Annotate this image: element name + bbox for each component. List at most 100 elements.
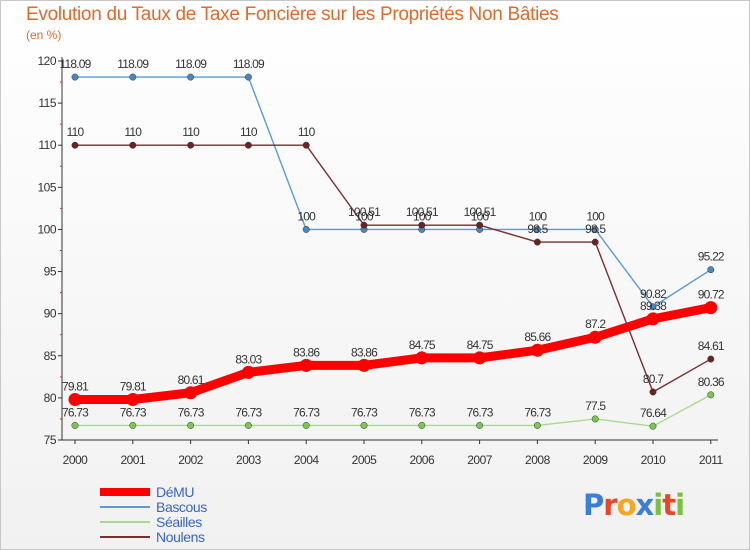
data-point [533,225,541,233]
data-point [302,141,310,149]
data-point [244,73,252,81]
legend-swatch [100,487,150,496]
data-point [646,312,660,326]
data-label: 80.36 [698,375,725,389]
data-point [244,421,252,429]
data-point [302,225,310,233]
data-label: 76.73 [293,405,320,419]
data-label: 100 [413,209,432,223]
x-tick-label: 2008 [525,453,551,467]
y-tick-label: 80 [44,391,57,405]
data-label: 118.09 [233,57,265,71]
series-line-DéMU [70,303,716,404]
data-point [187,421,195,429]
data-point [588,330,602,344]
data-point [649,388,657,396]
data-label: 76.73 [235,405,262,419]
data-label: 87.2 [585,317,606,331]
data-point [184,386,198,400]
legend-swatch [100,505,150,508]
data-point [71,73,79,81]
data-label: 110 [67,125,85,139]
data-point [533,421,541,429]
data-label: 100 [586,209,605,223]
y-tick-label: 95 [44,265,57,279]
legend-item: Noulens [100,529,207,545]
y-tick-label: 110 [38,138,56,152]
data-point [591,225,599,233]
y-tick-label: 115 [38,96,56,110]
chart-title: Evolution du Taux de Taxe Foncière sur l… [26,4,559,25]
data-label: 100.51 [464,205,497,219]
data-point [476,221,484,229]
data-point [530,343,544,357]
x-tick-label: 2000 [63,453,89,467]
data-label: 90.72 [698,288,725,302]
data-point [357,358,371,372]
x-tick-label: 2010 [641,453,667,467]
data-label: 83.86 [293,345,320,359]
data-point [244,141,252,149]
data-point [533,238,541,246]
legend-label: DéMU [156,483,195,500]
data-point [418,221,426,229]
data-label: 79.81 [62,379,89,393]
data-point [591,238,599,246]
data-point [360,221,368,229]
data-point [241,365,255,379]
x-tick-label: 2006 [409,453,435,467]
data-label: 76.73 [178,405,205,419]
data-point [129,73,137,81]
data-label: 100 [471,209,490,223]
data-point [302,421,310,429]
x-tick-label: 2007 [467,453,493,467]
data-label: 76.73 [467,405,494,419]
data-label: 90.82 [640,287,667,301]
data-point [129,421,137,429]
data-point [707,391,715,399]
data-label: 89.38 [640,299,667,313]
data-point [71,141,79,149]
data-label: 110 [298,125,316,139]
data-point [415,351,429,365]
legend-label: Séailles [156,513,202,530]
y-tick-label: 120 [37,54,56,68]
legend-swatch [100,520,150,523]
series-line-Séailles [74,394,712,427]
data-label: 83.03 [235,352,262,366]
data-label: 76.64 [640,406,667,420]
x-tick-label: 2004 [294,453,320,467]
x-tick-label: 2009 [583,453,609,467]
data-point [649,303,657,311]
data-label: 77.5 [585,399,606,413]
data-label: 100 [529,209,548,223]
data-label: 84.61 [698,339,725,353]
legend-item: Séailles [100,513,207,530]
data-point [704,301,718,315]
data-label: 76.73 [351,405,378,419]
y-tick-label: 85 [44,349,57,363]
data-label: 100.51 [406,205,439,219]
data-label: 98.5 [527,222,548,236]
y-tick-label: 100 [37,222,56,236]
data-point [187,141,195,149]
data-label: 110 [182,125,200,139]
data-label: 118.09 [59,57,91,71]
data-label: 76.73 [524,405,551,419]
series-line-Bascous [74,76,712,308]
data-point [476,421,484,429]
x-tick-label: 2003 [236,453,262,467]
data-label: 84.75 [409,338,436,352]
data-point [418,421,426,429]
legend-label: Bascous [156,498,207,515]
data-point [360,421,368,429]
x-tick-label: 2011 [699,453,724,467]
data-point [126,392,140,406]
data-label: 84.75 [467,338,494,352]
legend-item: DéMU [100,483,207,500]
legend-item: Bascous [100,498,207,515]
chart-subtitle: (en %) [26,28,62,42]
data-label: 80.61 [178,373,205,387]
data-point [473,351,487,365]
data-label: 118.09 [117,57,149,71]
